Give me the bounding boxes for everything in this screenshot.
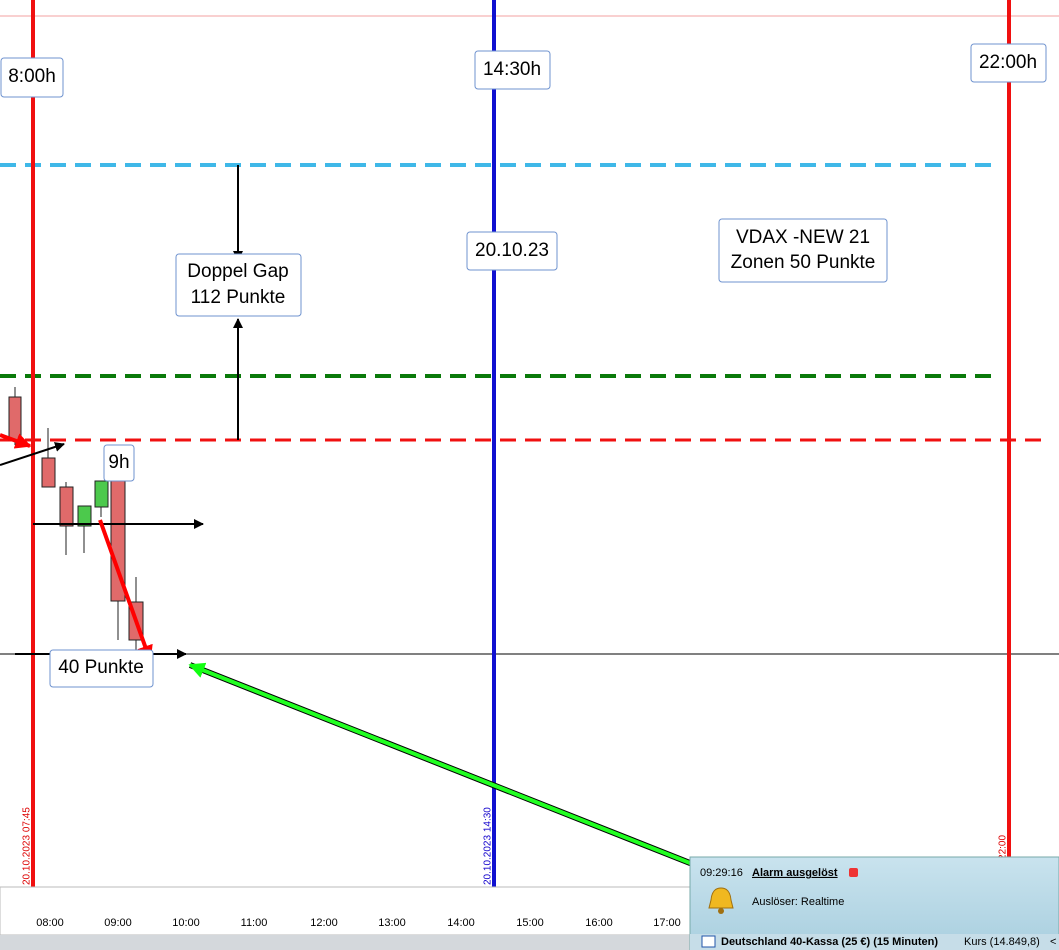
annotation: 40 Punkte	[58, 657, 144, 678]
close-button[interactable]	[849, 868, 858, 877]
x-tick-label: 10:00	[172, 917, 200, 929]
x-tick-label: 12:00	[310, 917, 338, 929]
time-label: 22:00h	[979, 52, 1037, 73]
bell-icon	[718, 908, 724, 914]
instrument: Deutschland 40-Kassa (25 €) (15 Minuten)	[721, 936, 938, 948]
x-tick-label: 16:00	[585, 917, 613, 929]
chart-icon	[701, 935, 716, 948]
x-tick-label: 13:00	[378, 917, 406, 929]
alert-trigger: Auslöser: Realtime	[752, 896, 844, 908]
annotation: Zonen 50 Punkte	[731, 252, 876, 273]
line-label: 20.10.2023 07:45	[22, 807, 33, 885]
more[interactable]: <	[1050, 936, 1056, 948]
arrows	[0, 165, 697, 868]
x-tick-label: 09:00	[104, 917, 132, 929]
status-bar	[690, 934, 1059, 950]
time-label: 8:00h	[8, 66, 56, 87]
alert-time: 09:29:16	[700, 867, 743, 879]
annotation: Doppel Gap	[187, 261, 288, 282]
label-box	[103, 444, 135, 482]
alert-link[interactable]: Alarm ausgelöst	[752, 867, 838, 879]
x-tick-label: 14:00	[447, 917, 475, 929]
x-tick-label: 17:00	[653, 917, 681, 929]
x-tick-label: 15:00	[516, 917, 544, 929]
label-box	[474, 50, 551, 90]
candles	[8, 387, 144, 655]
price: Kurs (14.849,8)	[964, 936, 1040, 948]
annotation: VDAX -NEW 21	[736, 227, 870, 248]
line-label: 20.10.2023 14:30	[483, 807, 494, 885]
annotation: 20.10.23	[475, 240, 549, 261]
label-box	[175, 253, 302, 317]
annotation: 9h	[108, 452, 129, 473]
plot-area: 20.10.2023 07:45 20.10.2023 14:30 2023 2…	[0, 0, 1059, 887]
alarm-popup: 09:29:16 Alarm ausgelöst Auslöser: Realt…	[689, 856, 1059, 950]
label-box	[466, 231, 558, 271]
x-tick-label: 08:00	[36, 917, 64, 929]
label-box	[49, 649, 154, 688]
time-label: 14:30h	[483, 59, 541, 80]
label-box	[718, 218, 888, 283]
annotation: 112 Punkte	[191, 287, 286, 308]
x-tick-label: 11:00	[241, 917, 268, 929]
label-box	[0, 57, 64, 98]
label-box	[970, 43, 1047, 83]
